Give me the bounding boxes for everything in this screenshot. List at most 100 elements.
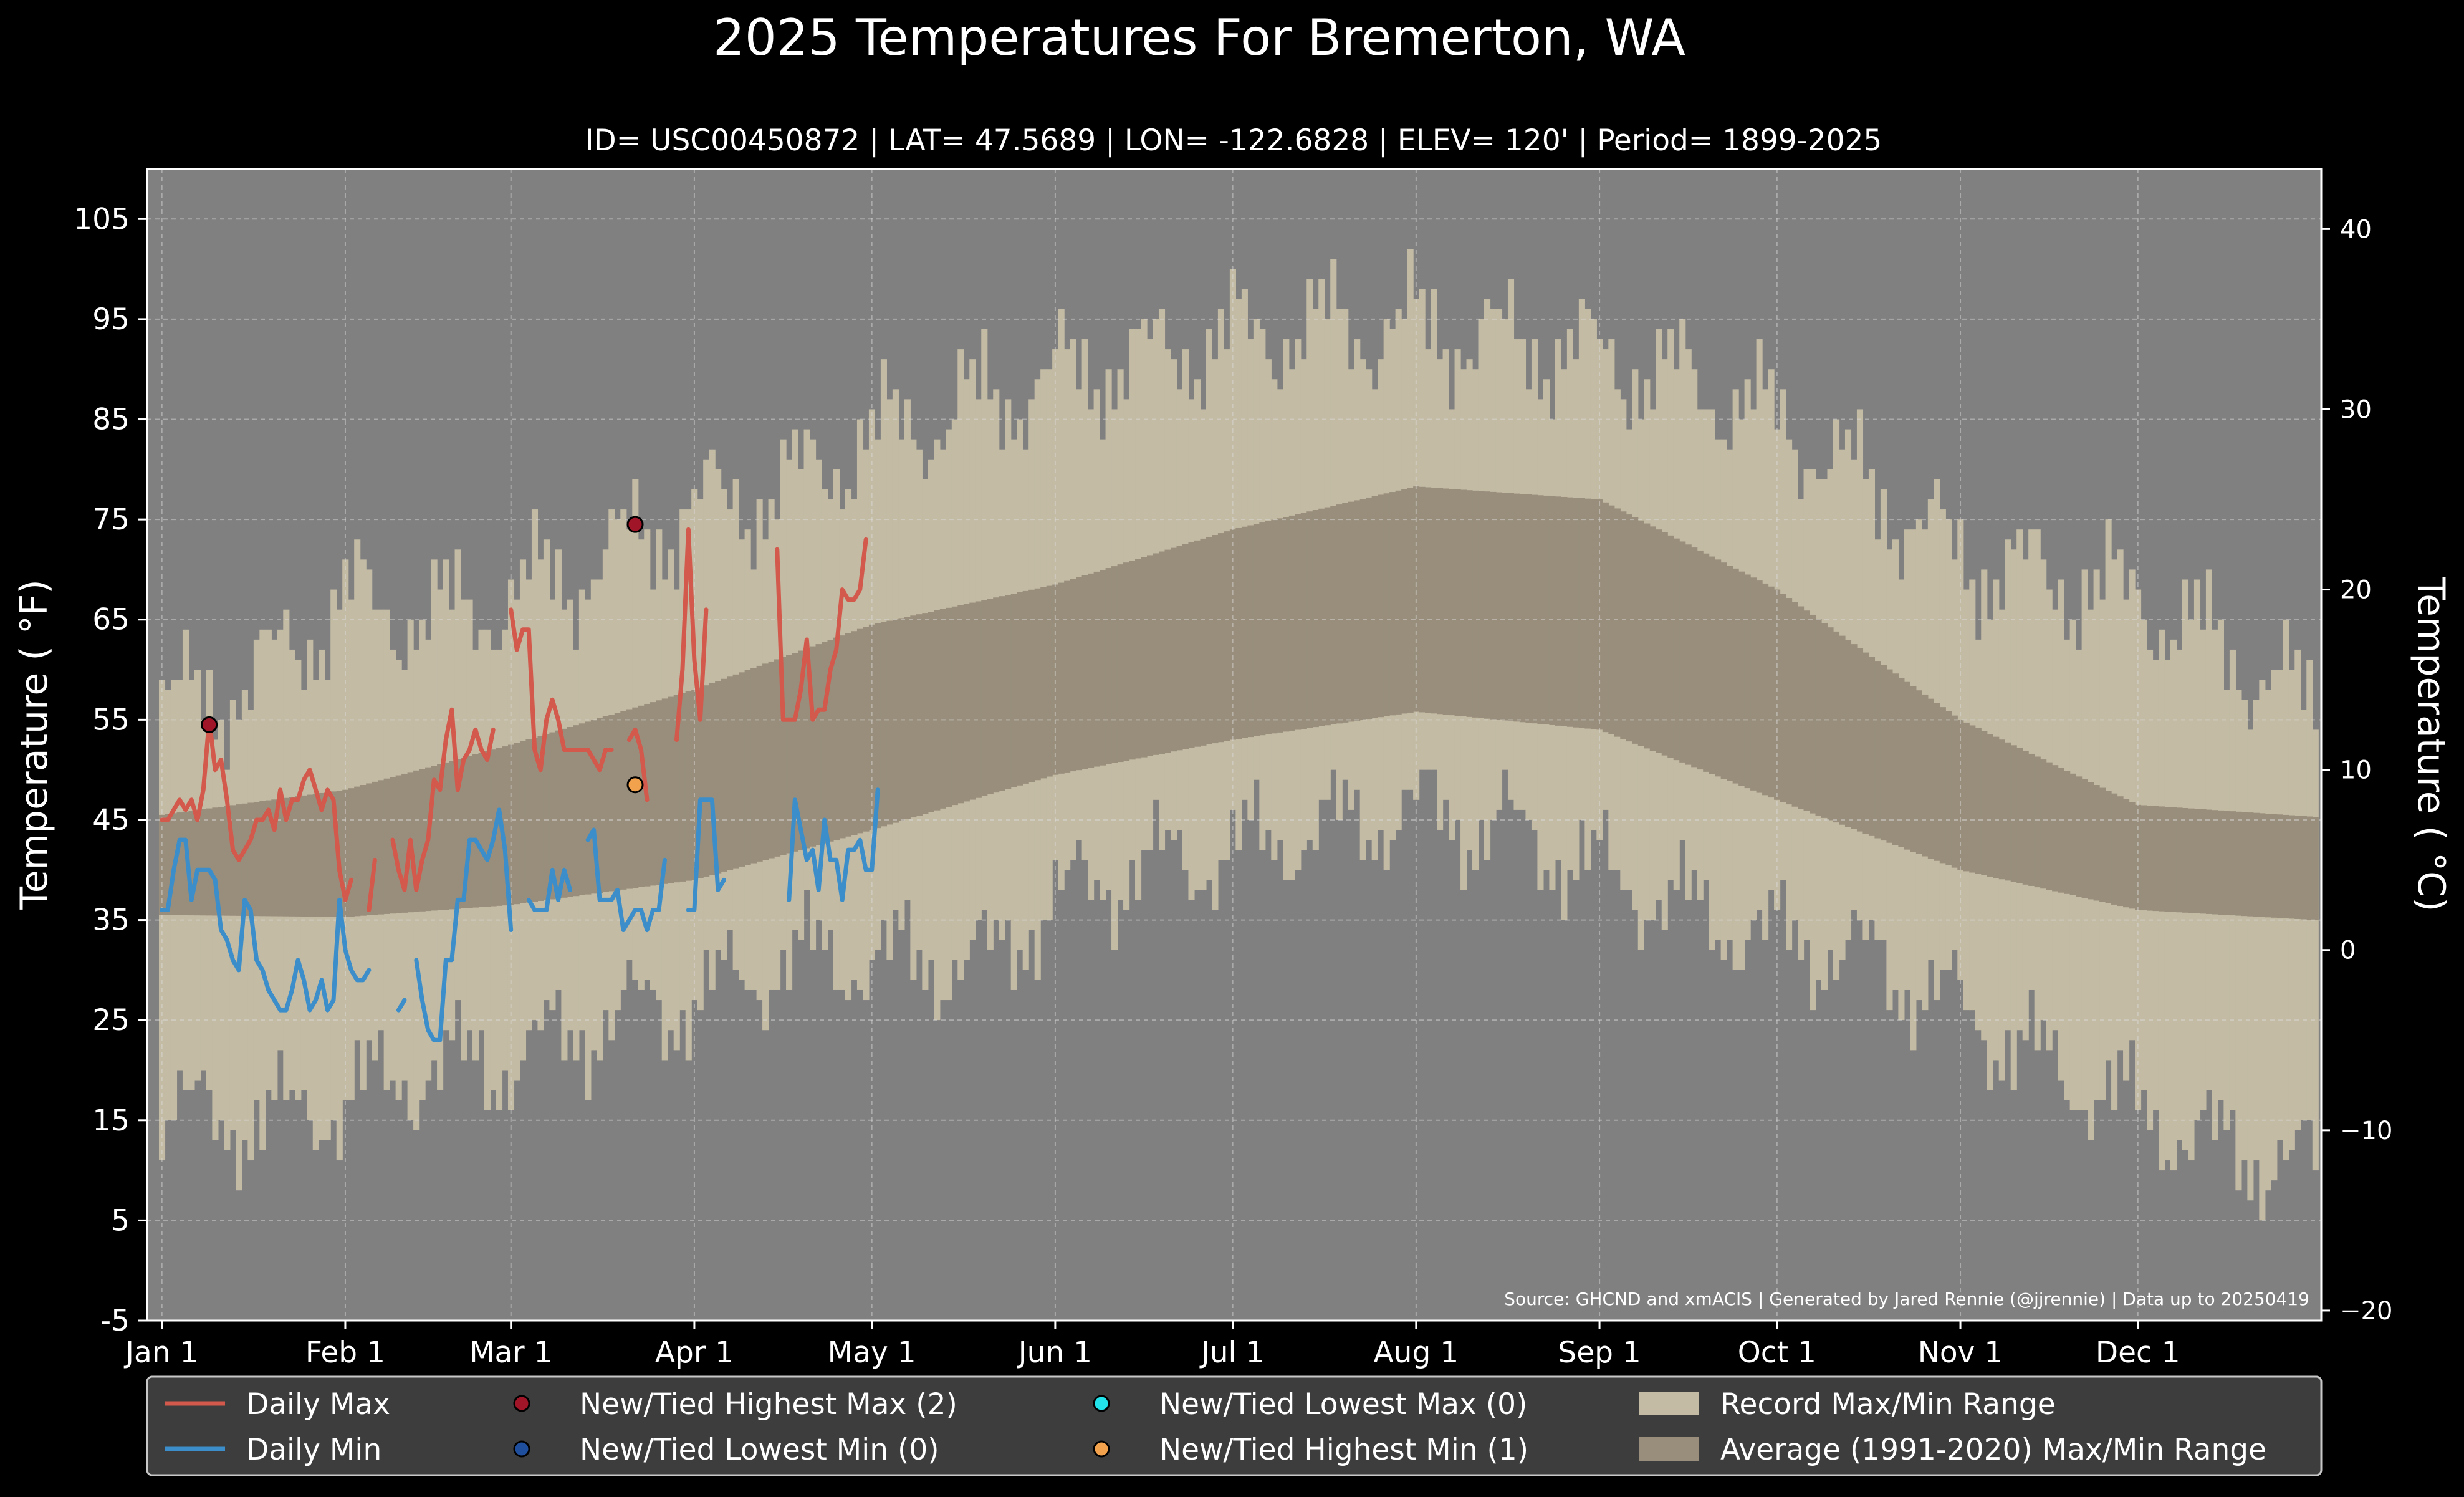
legend-label: New/Tied Highest Min (1) bbox=[1159, 1433, 1528, 1467]
average-bar bbox=[1720, 562, 1727, 779]
average-bar bbox=[1040, 587, 1047, 779]
average-bar bbox=[975, 601, 982, 798]
x-tick-label: Jan 1 bbox=[123, 1336, 198, 1370]
average-bar bbox=[1158, 551, 1166, 754]
average-bar bbox=[241, 803, 248, 916]
average-bar bbox=[1330, 506, 1337, 724]
legend-swatch-patch bbox=[1639, 1392, 1699, 1415]
average-bar bbox=[1141, 557, 1148, 758]
average-bar bbox=[525, 739, 532, 903]
legend-swatch-dot bbox=[1093, 1395, 1110, 1412]
average-bar bbox=[2223, 811, 2230, 915]
average-bar bbox=[803, 648, 810, 849]
average-bar bbox=[2164, 807, 2171, 912]
average-bar bbox=[827, 640, 834, 842]
average-bar bbox=[916, 614, 923, 816]
average-bar bbox=[638, 705, 645, 887]
y-tick-label: 25 bbox=[92, 1003, 130, 1037]
record-marker bbox=[201, 716, 218, 733]
average-bar bbox=[507, 744, 515, 905]
average-bar bbox=[922, 613, 929, 814]
average-bar bbox=[2058, 768, 2064, 893]
average-bar bbox=[1419, 486, 1426, 713]
average-bar bbox=[1644, 523, 1651, 749]
average-bar bbox=[1200, 538, 1207, 746]
y-right-tick-label: 0 bbox=[2340, 936, 2356, 965]
average-bar bbox=[1821, 623, 1828, 818]
average-bar bbox=[165, 814, 171, 915]
average-bar bbox=[1614, 508, 1621, 737]
average-bar bbox=[1691, 547, 1698, 768]
average-bar bbox=[1703, 553, 1710, 772]
average-bar bbox=[2123, 799, 2130, 908]
average-bar bbox=[312, 794, 319, 917]
average-bar bbox=[1064, 580, 1071, 773]
average-bar bbox=[1395, 490, 1402, 715]
average-bar bbox=[845, 633, 852, 837]
average-bar bbox=[1768, 586, 1775, 798]
average-bar bbox=[478, 753, 485, 907]
average-bar bbox=[1661, 532, 1668, 756]
x-tick-label: Nov 1 bbox=[1918, 1336, 2003, 1370]
average-bar bbox=[319, 792, 325, 917]
plot-frame bbox=[146, 168, 2323, 1322]
average-bar bbox=[383, 778, 390, 914]
average-bar bbox=[578, 723, 585, 895]
y-axis-left-label: Temperature ( °F) bbox=[12, 579, 56, 910]
average-bar bbox=[969, 602, 976, 800]
average-bar bbox=[2176, 807, 2183, 913]
average-bar bbox=[502, 746, 509, 906]
average-bar bbox=[431, 766, 438, 911]
average-bar bbox=[928, 612, 934, 812]
average-bar bbox=[1105, 568, 1112, 764]
average-bar bbox=[1939, 707, 1946, 864]
average-bar bbox=[1727, 566, 1733, 781]
average-bar bbox=[1573, 498, 1580, 728]
average-bar bbox=[1898, 677, 1905, 847]
average-bar bbox=[1566, 497, 1573, 727]
average-bar bbox=[1780, 594, 1786, 802]
y-axis-right-ticks: −20 −10 0 10 20 30 40 bbox=[2321, 215, 2392, 1326]
average-bar bbox=[2099, 787, 2106, 902]
average-bar bbox=[324, 792, 331, 917]
average-bar bbox=[981, 600, 988, 796]
average-bar bbox=[1277, 518, 1283, 733]
average-bar bbox=[750, 668, 757, 864]
average-bar bbox=[697, 687, 704, 878]
average-bar bbox=[715, 681, 722, 874]
average-bar bbox=[1472, 490, 1479, 718]
average-bar bbox=[679, 693, 686, 882]
average-bar bbox=[2276, 814, 2283, 918]
average-bar bbox=[1217, 533, 1224, 743]
average-bar bbox=[1608, 505, 1615, 734]
average-bar bbox=[1235, 527, 1242, 739]
average-bar bbox=[673, 695, 680, 883]
x-axis-ticks: Jan 1 Feb 1 Mar 1 Apr 1 May 1 Jun 1 Jul 1 Aug 1… bbox=[123, 1321, 2180, 1370]
average-bar bbox=[537, 736, 544, 901]
average-bar bbox=[1088, 573, 1095, 768]
record-bar bbox=[2247, 729, 2254, 1201]
average-bar bbox=[366, 783, 373, 915]
average-bar bbox=[2088, 782, 2094, 900]
average-bar bbox=[1324, 507, 1331, 726]
average-bar bbox=[1892, 673, 1899, 845]
x-tick-label: Mar 1 bbox=[469, 1336, 553, 1370]
average-bar bbox=[543, 734, 550, 900]
average-bar bbox=[904, 617, 911, 819]
average-bar bbox=[1904, 681, 1910, 850]
record-bar bbox=[158, 680, 166, 1161]
average-bar bbox=[413, 770, 420, 912]
average-bar bbox=[1513, 493, 1520, 722]
average-bar bbox=[1590, 499, 1597, 729]
record-bar bbox=[2105, 519, 2112, 1061]
legend-swatch-dot bbox=[513, 1395, 530, 1412]
average-bar bbox=[1957, 720, 1964, 870]
average-bar bbox=[2129, 802, 2136, 909]
average-bar bbox=[1620, 511, 1627, 739]
average-bar bbox=[2135, 804, 2142, 910]
average-bar bbox=[1259, 522, 1266, 736]
average-bar bbox=[372, 781, 378, 915]
average-bar bbox=[1880, 665, 1887, 841]
average-bar bbox=[1981, 731, 1988, 875]
average-bar bbox=[798, 650, 805, 850]
